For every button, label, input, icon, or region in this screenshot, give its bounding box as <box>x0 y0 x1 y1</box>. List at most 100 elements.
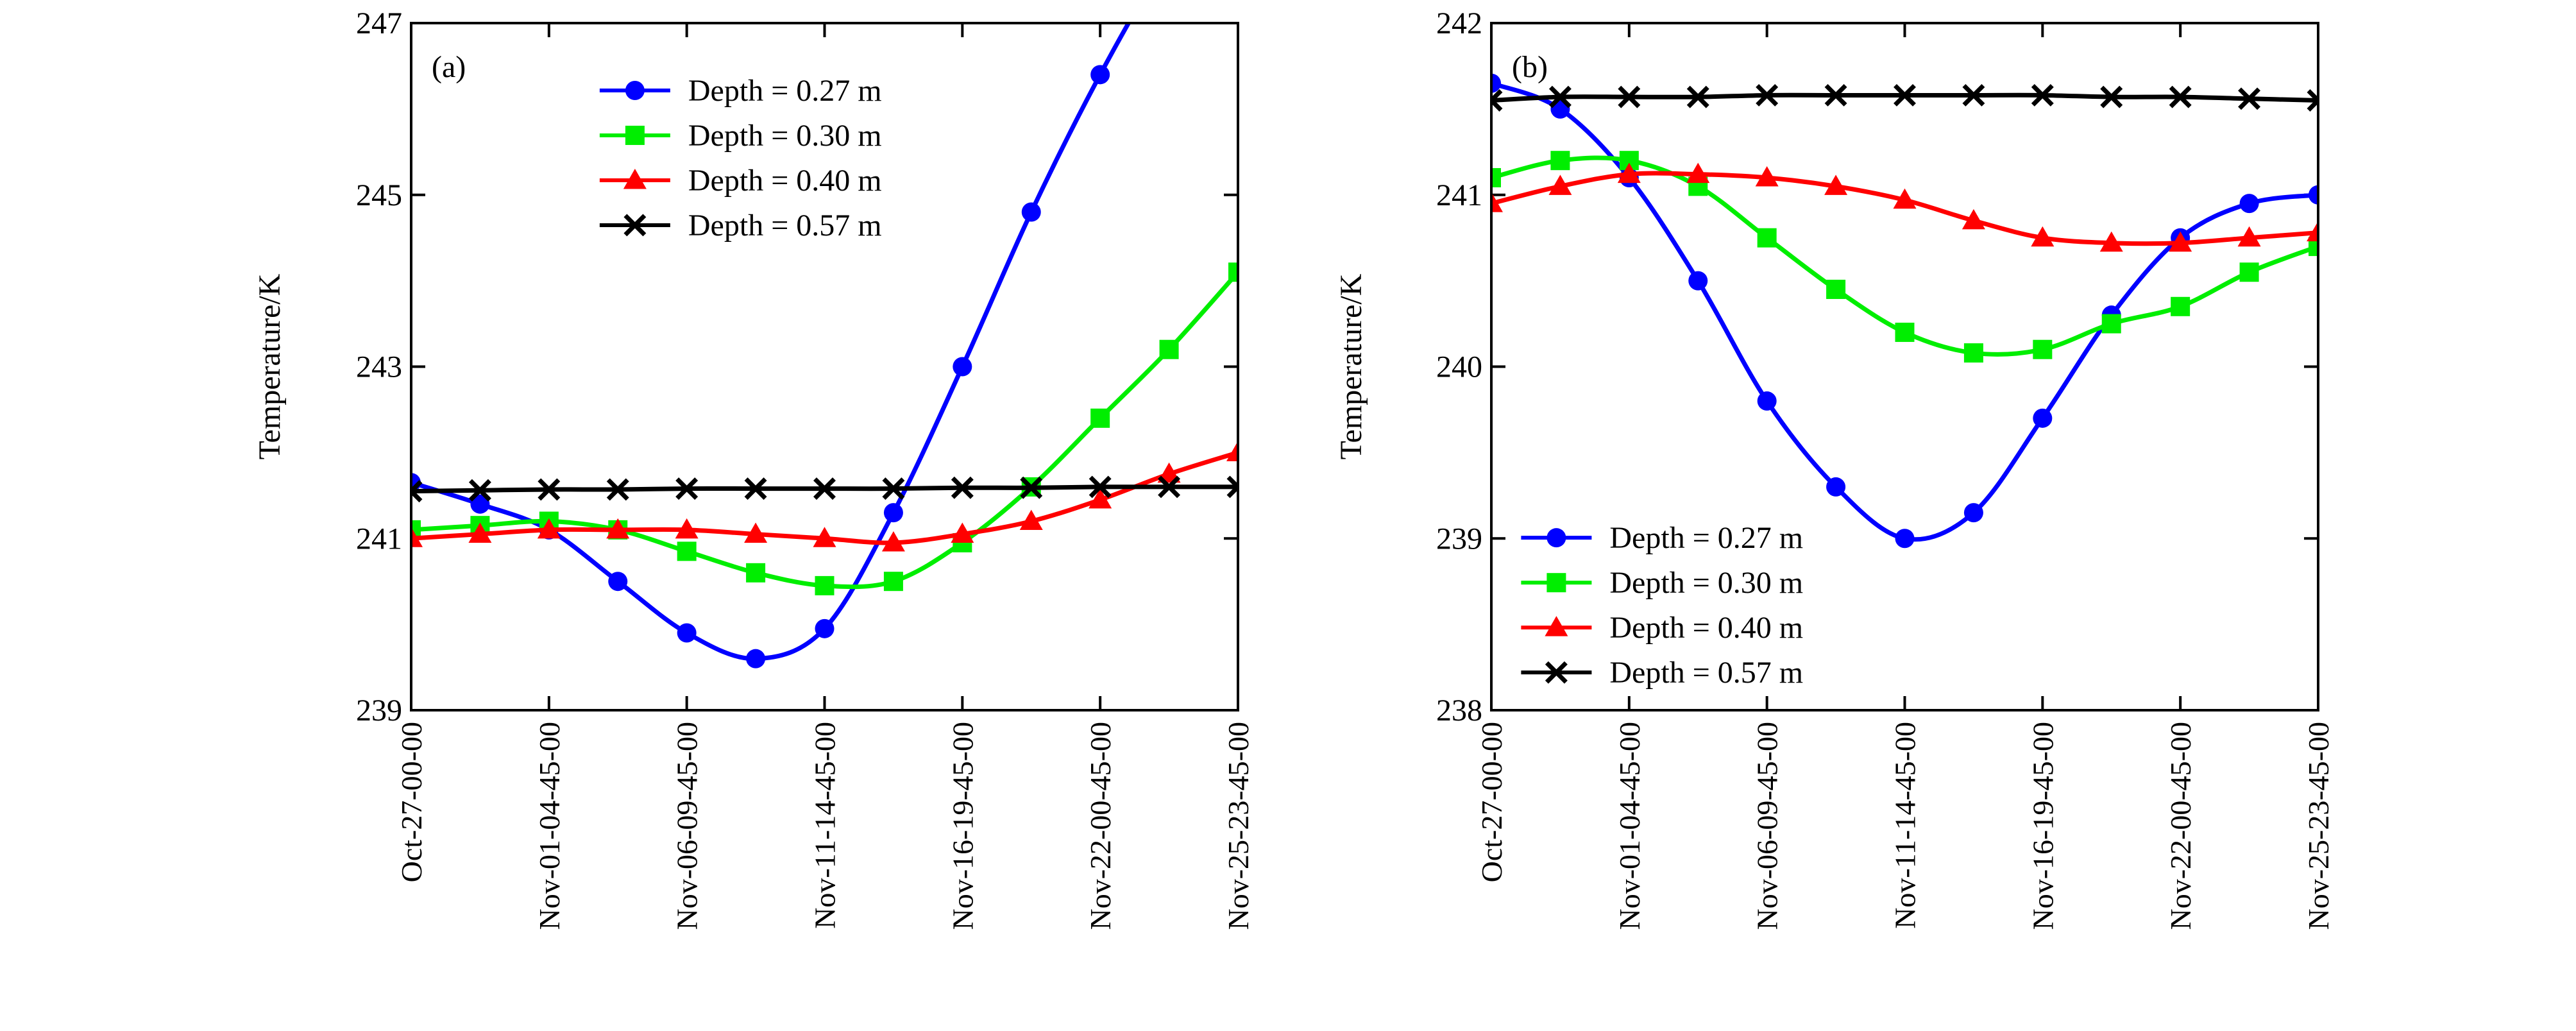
legend-marker <box>625 125 645 145</box>
marker <box>1089 488 1112 509</box>
marker <box>2033 339 2053 359</box>
legend-marker <box>623 214 647 237</box>
marker <box>815 575 835 595</box>
marker <box>677 541 697 561</box>
y-tick-label: 242 <box>1436 6 1482 40</box>
legend-label: Depth = 0.40 m <box>1609 611 1803 645</box>
legend-label: Depth = 0.30 m <box>688 119 882 153</box>
marker <box>2239 194 2259 214</box>
marker <box>744 522 768 543</box>
x-tick-label: Nov-11-14-45-00 <box>809 722 842 929</box>
marker <box>1157 462 1181 483</box>
marker <box>1019 509 1043 530</box>
marker <box>606 518 630 539</box>
marker <box>2031 226 2055 247</box>
x-tick-label: Nov-06-09-45-00 <box>1751 722 1784 930</box>
marker <box>2238 87 2261 110</box>
marker <box>744 477 767 500</box>
marker <box>2239 262 2259 282</box>
y-tick-label: 238 <box>1436 694 1482 728</box>
y-tick-label: 247 <box>356 6 402 40</box>
marker <box>2307 89 2318 112</box>
panel-label: (b) <box>1512 50 1548 84</box>
marker <box>1824 175 1848 195</box>
marker <box>2307 221 2318 242</box>
marker <box>1962 83 1985 107</box>
legend-marker <box>623 168 647 189</box>
x-tick-label: Nov-06-09-45-00 <box>671 722 704 930</box>
marker <box>1226 475 1238 498</box>
marker <box>1962 209 1985 230</box>
y-tick-label: 243 <box>356 350 402 384</box>
x-tick-label: Nov-16-19-45-00 <box>2026 722 2059 930</box>
marker <box>2169 85 2192 108</box>
marker <box>1617 162 1641 183</box>
marker <box>677 623 697 643</box>
marker <box>1894 83 1916 107</box>
marker <box>1688 271 1708 291</box>
marker <box>1090 408 1110 428</box>
x-tick-label: Oct-27-00-00 <box>395 722 428 882</box>
y-tick-label: 241 <box>356 522 402 556</box>
marker <box>411 480 423 503</box>
marker <box>2169 231 2192 252</box>
marker <box>1618 85 1641 108</box>
marker <box>1228 262 1238 282</box>
y-axis-label: Temperature/K <box>253 273 287 459</box>
marker <box>746 563 766 583</box>
marker <box>1893 188 1917 209</box>
marker <box>883 572 903 592</box>
marker <box>1895 322 1915 342</box>
marker <box>1491 73 1501 93</box>
marker <box>1491 192 1503 212</box>
x-tick-label: Nov-01-04-45-00 <box>1613 722 1646 930</box>
marker <box>675 518 699 539</box>
marker <box>813 527 836 547</box>
marker <box>1756 83 1779 107</box>
y-tick-label: 239 <box>356 694 402 728</box>
legend-marker <box>1545 661 1568 684</box>
legend-label: Depth = 0.57 m <box>1609 656 1803 690</box>
marker <box>1021 202 1041 222</box>
legend-label: Depth = 0.57 m <box>688 209 882 243</box>
marker <box>1550 151 1570 171</box>
y-tick-label: 245 <box>356 178 402 212</box>
marker <box>1686 85 1709 108</box>
x-tick-label: Nov-25-23-45-00 <box>2302 722 2335 930</box>
y-tick-label: 239 <box>1436 522 1482 556</box>
marker <box>1826 477 1846 497</box>
marker <box>1090 65 1110 85</box>
marker <box>2033 408 2053 428</box>
marker <box>2099 231 2123 252</box>
marker <box>2031 83 2054 107</box>
marker <box>1226 441 1238 461</box>
marker <box>746 649 766 669</box>
legend-label: Depth = 0.40 m <box>688 164 882 198</box>
y-axis-label: Temperature/K <box>1334 273 1368 459</box>
legend-marker <box>1545 616 1568 636</box>
marker <box>1491 89 1503 112</box>
marker <box>468 479 491 502</box>
plot-frame <box>1490 22 2319 711</box>
panel-label: (a) <box>432 50 466 84</box>
marker <box>2309 237 2318 257</box>
marker <box>470 494 490 514</box>
marker <box>1824 83 1847 107</box>
marker <box>1757 228 1777 248</box>
series-line <box>1491 81 2318 542</box>
marker <box>951 476 974 499</box>
legend-label: Depth = 0.30 m <box>1609 566 1803 600</box>
marker <box>1548 85 1572 108</box>
marker <box>538 478 561 501</box>
marker <box>608 572 628 592</box>
legend-marker <box>1546 573 1566 593</box>
marker <box>2101 314 2121 334</box>
marker <box>1020 476 1043 499</box>
marker <box>1895 529 1915 549</box>
marker <box>537 518 561 539</box>
marker <box>1159 339 1179 359</box>
marker <box>951 522 974 543</box>
y-tick-label: 241 <box>1436 178 1482 212</box>
marker <box>2237 226 2261 247</box>
plot-frame <box>410 22 1239 711</box>
